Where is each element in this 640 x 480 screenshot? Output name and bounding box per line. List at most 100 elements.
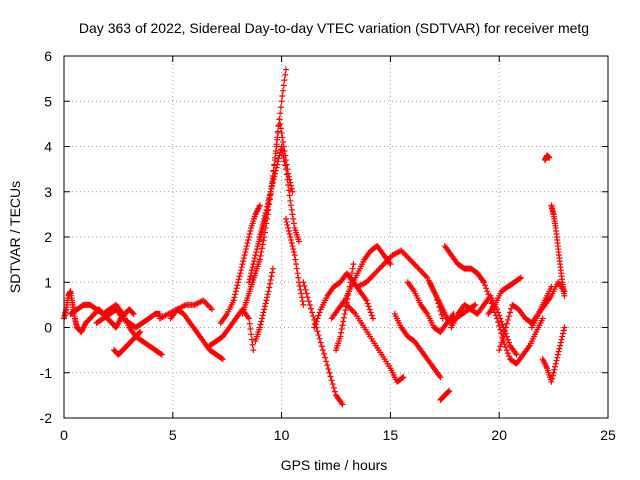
plus-marker [237,267,244,274]
data-point [502,324,509,331]
plus-marker [321,350,328,357]
plus-marker [484,288,491,295]
plus-marker [273,143,280,150]
plus-marker [505,339,512,346]
plus-marker [247,273,254,280]
plus-marker [249,341,256,348]
plus-marker [267,188,274,195]
plus-marker [259,221,266,228]
plus-marker [285,224,292,231]
data-point [282,166,289,173]
plus-marker [552,363,559,370]
plus-marker [279,92,286,99]
plus-marker [266,194,273,201]
plus-marker [554,354,561,361]
data-point [291,252,298,259]
plus-marker [289,243,296,250]
plus-marker [288,206,295,213]
data-point [561,292,568,299]
plus-marker [485,291,492,298]
plus-marker [286,192,293,199]
plus-marker [245,234,252,240]
plus-marker [338,329,345,336]
plus-marker [245,237,252,244]
plus-marker [346,283,353,290]
plus-marker [268,185,275,192]
series-s24 [437,387,453,403]
plus-marker [288,202,295,209]
data-point [245,279,252,286]
plus-marker [232,291,239,298]
plus-marker [237,270,244,277]
y-tick-label: 0 [44,320,52,336]
plus-marker [232,288,239,295]
plus-marker [251,258,258,265]
data-point [496,347,503,354]
plus-marker [285,187,292,194]
plus-marker [290,249,297,256]
plus-marker [309,309,316,316]
data-point [130,310,137,317]
plus-marker [302,286,309,293]
plus-marker [258,227,265,234]
plus-marker [313,318,320,325]
plus-marker [508,305,515,312]
plus-marker [260,309,267,316]
plus-marker [253,246,260,253]
series-s23 [441,243,487,286]
plus-marker [307,305,314,312]
data-point [256,234,263,240]
plus-marker [259,224,266,231]
plus-marker [339,322,346,329]
plus-marker [312,321,319,328]
plus-marker [260,237,267,244]
y-axis-label: SDTVAR / TECUs [7,181,23,293]
plus-marker [258,249,265,256]
plus-marker [277,110,284,117]
plus-marker [282,162,289,169]
plus-marker [248,267,255,274]
x-tick-label: 5 [169,427,177,443]
plus-marker [262,300,269,307]
plus-marker [249,264,256,271]
plus-marker [499,335,506,342]
data-point [346,288,353,295]
data-point [250,347,257,354]
plus-marker [278,129,285,136]
plus-marker [293,265,300,272]
data-point [369,315,376,322]
data-point [261,215,268,222]
plus-marker [497,326,504,333]
plus-marker [157,350,164,357]
plus-marker [554,351,561,358]
y-tick-label: 4 [44,139,52,155]
plus-marker [557,339,564,346]
plus-marker [560,330,567,337]
plus-marker [348,274,355,281]
series-s27 [485,274,524,317]
plus-marker [342,307,349,314]
data-point [269,179,276,186]
plus-marker [267,276,274,283]
series-s26 [474,270,546,367]
plus-marker [290,246,297,253]
series-s18 [343,301,407,385]
plus-marker [316,335,323,342]
plus-marker [281,77,288,84]
plus-marker [288,182,295,189]
data-point [472,301,479,308]
data-point [480,279,487,286]
data-point [546,154,553,161]
series-s21 [404,279,457,336]
plus-marker [325,365,332,372]
plus-marker [259,315,266,322]
plus-marker [264,291,271,298]
plus-marker [551,366,558,373]
plus-marker [295,274,302,281]
plus-marker [231,294,238,301]
y-tick-label: 6 [44,48,52,64]
data-point [230,297,237,304]
plus-marker [136,329,143,336]
plus-marker [244,240,251,247]
plus-marker [280,151,287,158]
